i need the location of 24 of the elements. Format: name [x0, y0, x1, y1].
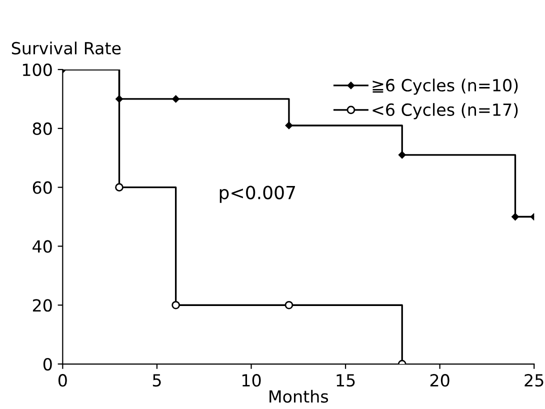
annotation: p<0.007 [220, 186, 295, 203]
point [398, 151, 406, 159]
y-tick-label: 0 [43, 358, 52, 371]
x-tick-label: 5 [152, 374, 161, 387]
point [172, 95, 180, 103]
point [172, 300, 180, 310]
point [115, 183, 124, 192]
x-axis-title: Months [270, 390, 328, 403]
point [512, 213, 519, 220]
point [285, 122, 293, 130]
x-tick-label: 15 [336, 374, 355, 387]
y-tick-label: 60 [32, 181, 52, 194]
x-tick-label: 25 [524, 374, 544, 387]
y-tick-label: 40 [32, 240, 52, 253]
point [284, 300, 294, 310]
legend-label: <6 Cycles (n=17) [372, 103, 518, 120]
x-tick-label: 0 [58, 374, 67, 387]
y-tick-label: 80 [32, 122, 52, 135]
y-tick-label: 20 [32, 299, 52, 312]
x-tick-label: 20 [430, 374, 450, 387]
y-axis-title: Survival Rate [12, 42, 121, 55]
x-tick-label: 10 [242, 374, 261, 387]
legend-label: ≧6 Cycles (n=10) [372, 78, 518, 95]
y-tick-label: 100 [22, 63, 52, 76]
